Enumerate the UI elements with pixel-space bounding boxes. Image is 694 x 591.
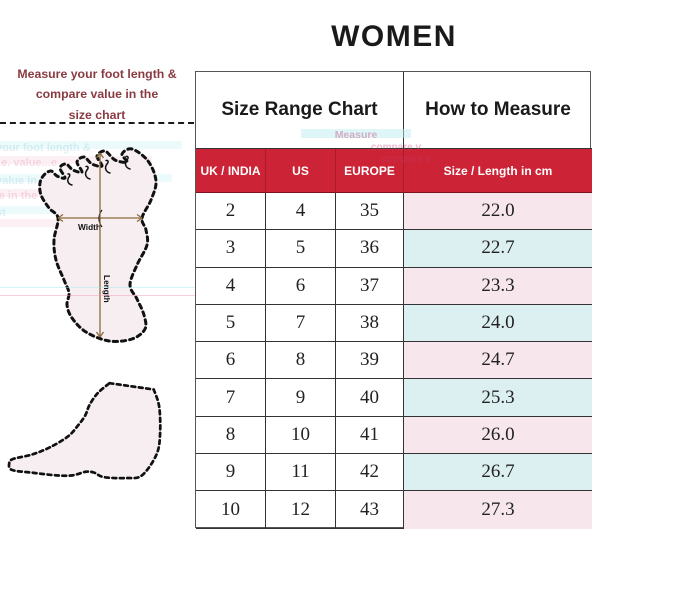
svg-text:Length: Length: [102, 275, 112, 303]
svg-text:Width: Width: [78, 222, 101, 232]
